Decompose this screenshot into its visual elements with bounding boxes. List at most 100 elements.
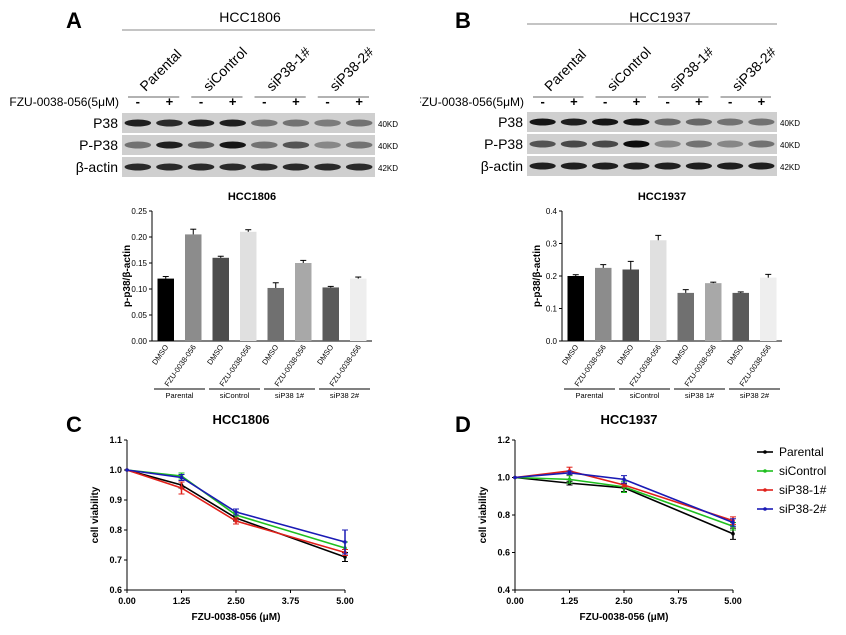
bar [732, 292, 749, 341]
group-label: siP38 1# [275, 391, 305, 400]
x-tick-label: 1.25 [561, 596, 579, 606]
x-tick-label: DMSO [670, 343, 690, 367]
x-tick-label: 1.25 [173, 596, 191, 606]
blot-band [654, 162, 681, 170]
blot-band [529, 162, 556, 170]
blot-band [345, 141, 373, 149]
lane-group-label: siP38-1# [666, 44, 717, 95]
blot-cell-line-title: HCC1937 [629, 9, 691, 25]
data-point [179, 486, 184, 490]
y-tick-label: 0.25 [131, 207, 147, 216]
series-line [126, 469, 346, 543]
blot-band [623, 140, 650, 148]
group-label: siP38 2# [330, 391, 360, 400]
treatment-sign: + [695, 94, 703, 109]
y-tick-label: 0.9 [109, 495, 122, 505]
blot-band [282, 163, 310, 171]
blot-band [187, 119, 215, 127]
bar [760, 277, 777, 341]
group-label: siP38 1# [685, 391, 715, 400]
blot-band [251, 141, 278, 149]
y-tick-label: 0.6 [497, 548, 510, 558]
treatment-label: FZU-0038-056(5μM) [9, 95, 119, 109]
x-tick-label: 0.00 [506, 596, 524, 606]
x-tick-label: 5.00 [724, 596, 742, 606]
series-line [126, 469, 346, 554]
blot-strip [122, 135, 375, 155]
panel-letter-b: B [455, 8, 471, 33]
blot-band [717, 118, 744, 126]
group-label: Parental [576, 391, 604, 400]
blot-band [560, 162, 587, 170]
y-tick-label: 0.8 [109, 525, 122, 535]
series-line [514, 472, 734, 524]
x-tick-label: 0.00 [118, 596, 136, 606]
bar-chart-hcc1937: HCC19370.00.10.20.30.4p-p38/β-actinDMSOF… [532, 191, 782, 400]
y-tick-label: 0.10 [131, 285, 147, 294]
legend-marker [763, 488, 767, 492]
data-point [567, 471, 572, 475]
x-tick-label: DMSO [315, 343, 335, 367]
y-tick-label: 0.15 [131, 259, 147, 268]
panel-letter-d: D [455, 412, 471, 437]
treatment-sign: + [355, 94, 363, 109]
blot-mw-label: 40KD [780, 119, 800, 128]
line-chart-hcc1806: HCC1806 0.6 0.7 0.8 0.9 1.0 1.1 0.00 1.25 2.50 3.7… [90, 412, 354, 623]
blot-band [748, 118, 775, 126]
blot-band [219, 141, 246, 149]
treatment-sign: + [758, 94, 766, 109]
x-tick-label: DMSO [260, 343, 280, 367]
blot-band [345, 163, 373, 171]
blot-band [156, 119, 183, 127]
legend-marker [763, 469, 767, 473]
series-line [514, 470, 734, 522]
lane-group-label: siP38-1# [263, 44, 314, 95]
bar [322, 287, 339, 341]
blot-band [345, 119, 373, 127]
bar [705, 283, 722, 341]
x-axis-label: FZU-0038-056 (μM) [580, 612, 669, 623]
bar [212, 257, 229, 341]
legend-label: siP38-2# [779, 502, 827, 516]
chart-title: HCC1806 [228, 191, 276, 203]
treatment-sign: - [603, 94, 607, 109]
blot-band [623, 162, 650, 170]
x-tick-label: DMSO [615, 343, 635, 367]
blot-band [251, 119, 278, 127]
y-tick-label: 0.2 [546, 272, 558, 281]
y-tick-label: 0.6 [109, 585, 122, 595]
lane-group-label: siControl [604, 44, 654, 94]
line-chart-hcc1937: HCC1937 0.4 0.6 0.8 1.0 1.2 0.00 1.25 2.50 3.75 5.… [478, 412, 827, 623]
blot-band [592, 162, 619, 170]
y-axis-label: p-p38/β-actin [532, 245, 543, 307]
legend-marker [763, 507, 767, 511]
blot-band [187, 141, 215, 149]
blot-band [156, 163, 183, 171]
western-blot-hcc1937: HCC1937 Parental siControl siP38-1# siP38-2#… [420, 9, 800, 176]
lane-group-label: Parental [136, 46, 184, 94]
blot-band [717, 140, 744, 148]
blot-cell-line-title: HCC1806 [219, 9, 281, 25]
y-axis-label: cell viability [478, 486, 489, 543]
x-tick-label: DMSO [150, 343, 170, 367]
blot-mw-label: 42KD [780, 163, 800, 172]
blot-band [560, 118, 587, 126]
data-point [234, 519, 238, 523]
blot-band [654, 140, 681, 148]
blot-strip [122, 113, 375, 133]
legend-label: Parental [779, 445, 824, 459]
y-tick-label: 0.3 [546, 240, 558, 249]
y-tick-label: 0.4 [497, 585, 510, 595]
data-point [731, 531, 735, 536]
treatment-sign: - [665, 94, 669, 109]
western-blot-hcc1806: HCC1806 Parental siControl siP38-1# siP38-2#… [9, 9, 398, 177]
y-tick-label: 1.0 [109, 465, 122, 475]
bar [595, 267, 612, 341]
y-axis-label: p-p38/β-actin [122, 245, 133, 307]
data-point [343, 540, 347, 544]
y-tick-label: 1.2 [497, 435, 510, 445]
blot-band [282, 141, 310, 149]
blot-band [282, 119, 310, 127]
legend-label: siControl [779, 464, 826, 478]
treatment-sign: - [540, 94, 544, 109]
